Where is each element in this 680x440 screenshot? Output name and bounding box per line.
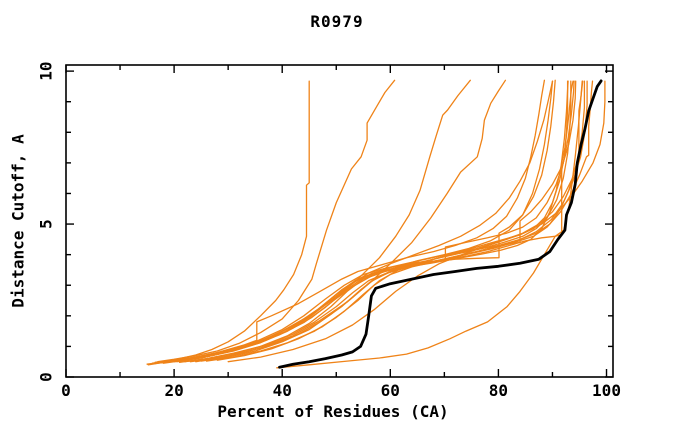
axis-ticks bbox=[65, 65, 613, 378]
chart-title: R0979 bbox=[310, 12, 363, 31]
orange-curve-04 bbox=[195, 79, 507, 363]
orange-curve-16 bbox=[159, 80, 554, 364]
orange-curve-11 bbox=[276, 80, 583, 369]
y-tick-label: 0 bbox=[37, 372, 56, 382]
orange-curve-05 bbox=[149, 79, 546, 365]
x-tick-label: 0 bbox=[61, 381, 71, 400]
orange-curve-17 bbox=[200, 80, 588, 362]
orange-curve-18 bbox=[146, 80, 575, 365]
y-axis-label: Distance Cutoff, A bbox=[9, 134, 28, 308]
orange-curve-13 bbox=[168, 80, 572, 363]
x-tick-label: 20 bbox=[164, 381, 183, 400]
orange-curve-12 bbox=[154, 80, 569, 363]
orange-curve-19 bbox=[176, 80, 554, 363]
orange-curve-01 bbox=[151, 80, 310, 364]
x-tick-label: 80 bbox=[489, 381, 508, 400]
y-tick-label: 10 bbox=[37, 61, 56, 80]
orange-curve-07 bbox=[178, 80, 574, 363]
orange-curve-20 bbox=[147, 80, 569, 366]
x-tick-labels: 0 20 40 60 80 100 bbox=[61, 381, 621, 400]
y-tick-labels: 0 5 10 bbox=[37, 61, 56, 381]
x-tick-label: 40 bbox=[273, 381, 292, 400]
x-axis-label: Percent of Residues (CA) bbox=[217, 402, 448, 421]
orange-curve-08 bbox=[189, 80, 584, 363]
orange-curve-15 bbox=[216, 80, 586, 361]
reference-curve bbox=[278, 79, 603, 369]
plot-frame bbox=[65, 64, 614, 378]
x-tick-label: 100 bbox=[592, 381, 621, 400]
y-tick-label: 5 bbox=[37, 219, 56, 229]
curves-layer bbox=[146, 79, 606, 369]
frame-rect bbox=[65, 64, 614, 378]
x-tick-label: 60 bbox=[381, 381, 400, 400]
orange-curve-02 bbox=[157, 79, 396, 363]
